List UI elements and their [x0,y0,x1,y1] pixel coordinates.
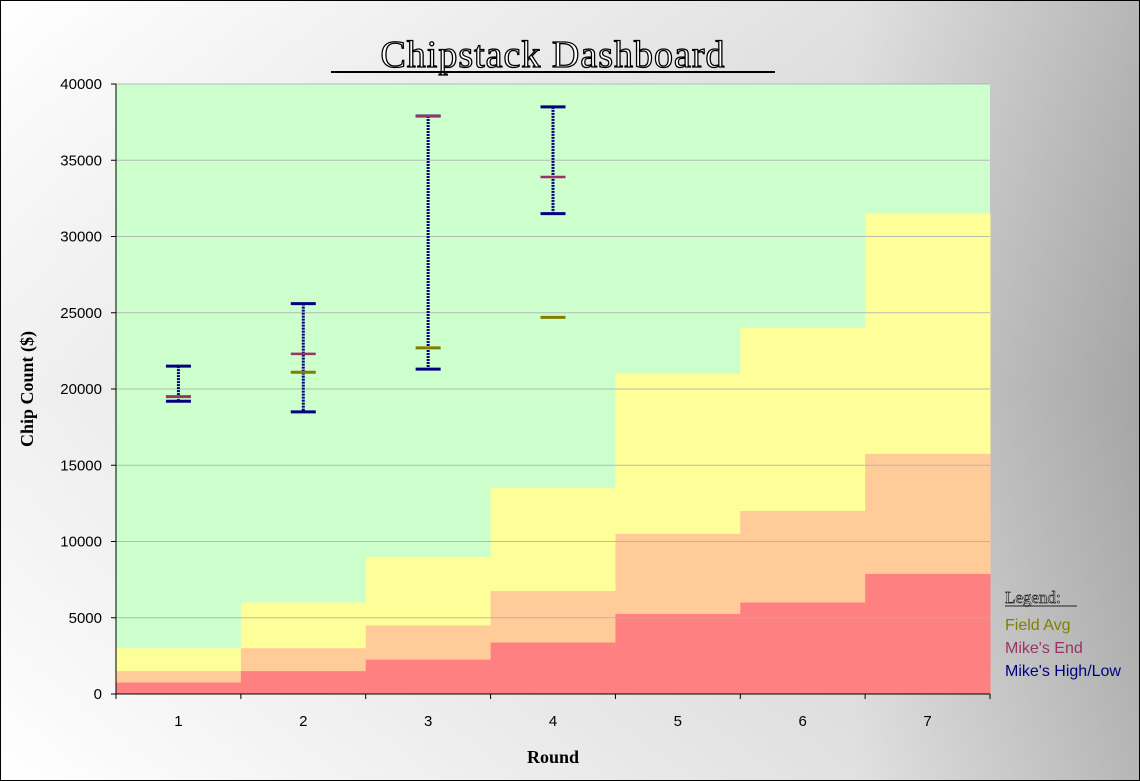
x-tick-label-round-4: 4 [549,713,557,730]
legend-item-mikes-high-low: Mike's High/Low [1005,663,1121,680]
y-tick-label-10000: 10000 [60,534,102,551]
legend-item-mikes-end: Mike's End [1005,640,1083,657]
band-1-round-1 [116,682,242,694]
band-1-round-5 [615,613,741,694]
x-tick-label-round-7: 7 [923,713,931,730]
y-tick-label-35000: 35000 [60,152,102,169]
y-tick-label-15000: 15000 [60,457,102,474]
legend-heading: Legend: [1005,588,1061,607]
band-1-round-4 [490,642,616,694]
y-tick-label-25000: 25000 [60,305,102,322]
series-marks [165,105,566,414]
axes: 0 5000 10000 15000 20000 25000 30000 35000 40000… [60,76,991,730]
band-1-round-2 [240,671,367,694]
x-tick-label-round-2: 2 [299,713,307,730]
x-tick-label-round-6: 6 [799,713,807,730]
y-tick-label-30000: 30000 [60,229,102,246]
x-tick-label-round-3: 3 [424,713,432,730]
chart-title: Chipstack Dashboard [380,34,725,76]
y-tick-label-40000: 40000 [60,76,102,93]
band-areas [116,213,991,694]
y-axis-title: Chip Count ($) [17,331,38,447]
band-1-round-7 [865,573,991,694]
y-tick-label-5000: 5000 [69,610,102,627]
x-tick-label-round-5: 5 [674,713,682,730]
legend: Legend: Field Avg Mike's End Mike's High… [1005,588,1122,680]
x-tick-label-round-1: 1 [174,713,182,730]
y-tick-label-0: 0 [94,686,102,703]
x-axis-title: Round [527,747,579,767]
gridlines [116,83,990,619]
legend-item-field-avg: Field Avg [1005,617,1071,634]
y-tick-label-20000: 20000 [60,381,102,398]
band-1-round-3 [365,659,492,694]
band-1-round-6 [740,602,866,694]
